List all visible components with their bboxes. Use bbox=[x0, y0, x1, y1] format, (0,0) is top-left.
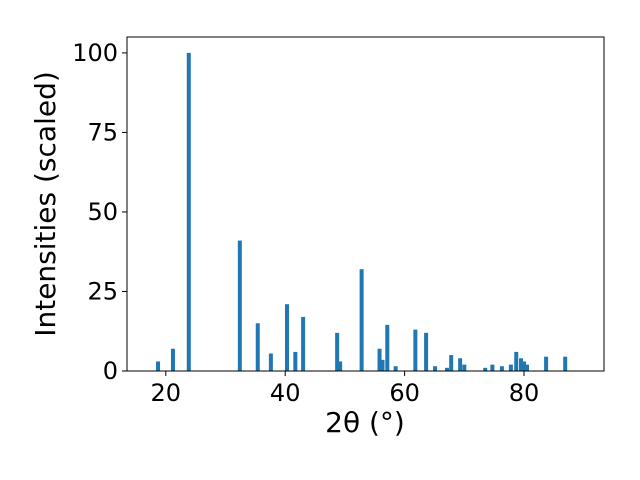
bar bbox=[255, 323, 260, 371]
y-axis-label: Intensities (scaled) bbox=[29, 71, 62, 337]
bar bbox=[335, 332, 340, 371]
y-tick-label: 25 bbox=[87, 277, 118, 305]
bar bbox=[524, 364, 529, 371]
bar bbox=[563, 356, 568, 371]
bar bbox=[301, 316, 306, 371]
y-tick-label: 75 bbox=[87, 118, 118, 146]
bar bbox=[490, 364, 495, 371]
bar bbox=[359, 269, 364, 371]
bar bbox=[522, 361, 527, 371]
bar bbox=[508, 364, 513, 371]
x-tick-label: 20 bbox=[151, 379, 182, 407]
x-tick-label: 60 bbox=[389, 379, 420, 407]
bar bbox=[237, 240, 242, 371]
bar bbox=[424, 332, 429, 371]
bar bbox=[268, 353, 273, 371]
bar bbox=[377, 348, 382, 371]
y-tick-label: 100 bbox=[72, 39, 118, 67]
bar bbox=[385, 324, 390, 371]
bar bbox=[293, 351, 298, 371]
bar bbox=[519, 358, 524, 371]
bar bbox=[413, 329, 418, 371]
bar bbox=[499, 366, 504, 371]
bar bbox=[483, 367, 488, 371]
bar bbox=[338, 361, 343, 371]
bar bbox=[380, 359, 385, 371]
bar bbox=[393, 366, 398, 371]
bar bbox=[544, 356, 549, 371]
y-tick-label: 50 bbox=[87, 198, 118, 226]
bar bbox=[284, 304, 289, 371]
bar bbox=[514, 351, 519, 371]
bar bbox=[444, 367, 449, 371]
bar bbox=[462, 364, 467, 371]
x-tick-label: 80 bbox=[509, 379, 540, 407]
bar bbox=[433, 366, 438, 371]
bar bbox=[156, 361, 161, 371]
plot-frame bbox=[126, 36, 605, 372]
bar bbox=[186, 52, 191, 372]
y-tick-label: 0 bbox=[103, 357, 118, 385]
bar bbox=[449, 355, 454, 371]
x-axis-label: 2θ (°) bbox=[325, 406, 405, 439]
bar bbox=[170, 348, 175, 371]
bar bbox=[458, 358, 463, 371]
x-tick-label: 40 bbox=[270, 379, 301, 407]
